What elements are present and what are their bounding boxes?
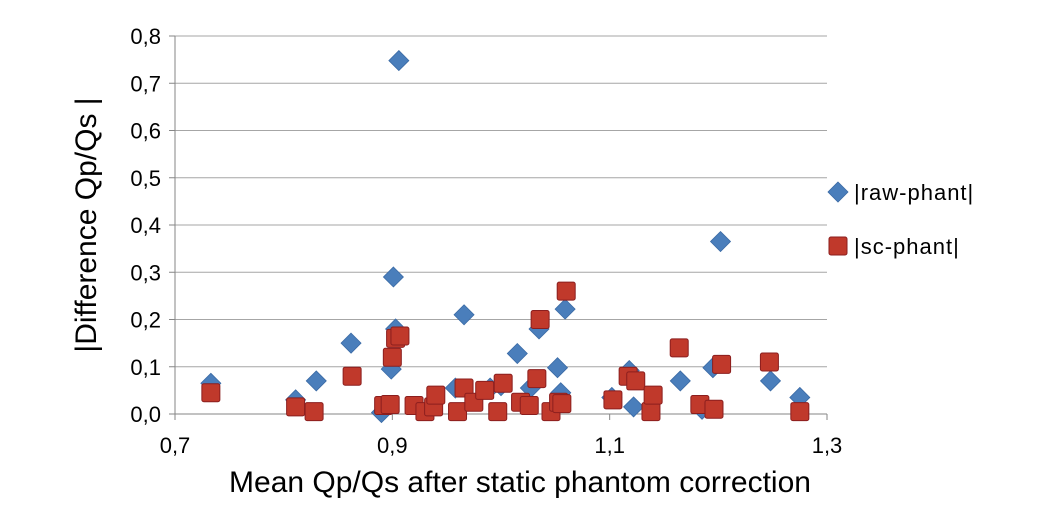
x-tick-label: 0,7 [160,433,191,458]
sc-phant-point [552,394,572,414]
raw-phant-point [554,298,576,320]
legend-label: |raw-phant| [854,180,974,205]
raw-phant-point [709,230,732,253]
sc-phant-point [448,402,468,422]
sc-phant-point [493,373,513,393]
legend-marker-raw-phant [827,181,849,203]
raw-phant-point [623,396,645,418]
legend-label: |sc-phant| [854,234,960,259]
y-tick-label: 0,4 [130,213,161,238]
y-tick-label: 0,1 [130,355,161,380]
y-tick-label: 0,7 [130,71,161,96]
sc-phant-point [201,383,221,403]
sc-phant-point [556,281,576,301]
raw-phant-point [669,370,691,392]
raw-phant-point [388,50,410,72]
y-tick-label: 0,5 [130,166,161,191]
sc-phant-point [759,352,779,372]
sc-phant-point [488,402,508,422]
raw-phant-point [759,370,782,392]
sc-phant-point [426,385,446,405]
y-tick-label: 0,3 [130,260,161,285]
x-tick-label: 1,3 [812,433,843,458]
sc-phant-point [530,310,550,329]
sc-phant-point [790,402,810,422]
sc-phant-point [704,399,724,419]
sc-phant-point [390,326,410,346]
sc-phant-point [641,402,661,422]
sc-phant-point [454,378,474,398]
y-axis-title: |Difference Qp/Qs | [70,97,103,352]
legend-marker-sc-phant [828,236,848,256]
sc-phant-point [603,390,623,410]
data-points [200,50,811,424]
sc-phant-point [380,395,400,415]
legend: |raw-phant| |sc-phant| [827,180,974,259]
x-tick-label: 0,9 [377,433,408,458]
sc-phant-point [342,366,362,386]
sc-phant-point [286,397,306,417]
gridlines [175,35,827,368]
sc-phant-point [669,338,689,358]
raw-phant-point [453,304,475,326]
tick-labels: 0,0 0,1 0,2 0,3 0,4 0,5 0,6 0,7 0,8 0,7 0,9 1,1 1,3 [130,24,842,458]
x-tick-label: 1,1 [594,433,625,458]
sc-phant-point [304,402,324,422]
raw-phant-point [382,266,404,288]
x-axis-title: Mean Qp/Qs after static phantom correcti… [229,466,811,499]
sc-phant-point [475,380,495,400]
sc-phant-point [519,395,539,415]
y-tick-label: 0,2 [130,308,161,333]
sc-phant-point [382,347,402,367]
sc-phant-point [643,385,663,405]
raw-phant-point [340,332,362,354]
y-tick-label: 0,8 [130,24,161,49]
sc-phant-point [626,371,646,391]
raw-phant-point [506,342,528,365]
y-tick-label: 0,0 [130,402,161,427]
sc-phant-point [712,354,732,374]
raw-phant-point [546,357,569,379]
y-tick-label: 0,6 [130,119,161,144]
sc-phant-point [527,369,547,389]
raw-phant-point [305,370,327,392]
